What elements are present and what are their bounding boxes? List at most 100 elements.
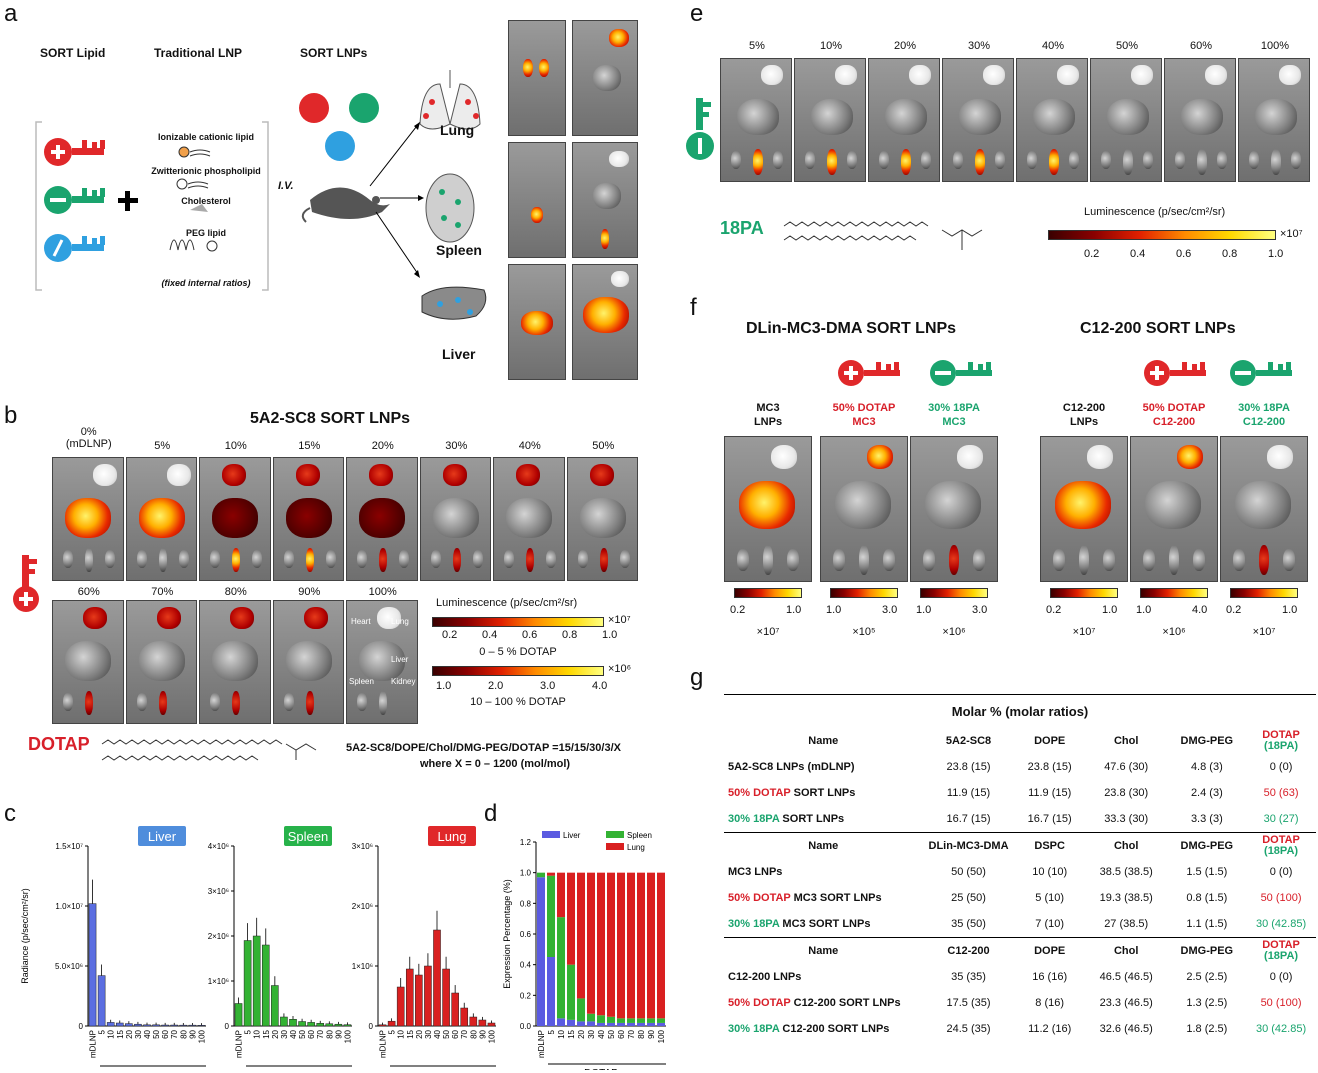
row-name: 30% 18PA C12-200 SORT LNPs xyxy=(724,1016,923,1042)
colorbar-max: 3.0 xyxy=(882,604,898,616)
spleen-blob xyxy=(232,548,240,572)
lung-blob xyxy=(1087,445,1113,469)
bar xyxy=(88,903,97,1027)
x-tick-label: 50 xyxy=(442,1029,451,1038)
organs-image-liver xyxy=(572,264,638,380)
stacked-bar-segment xyxy=(587,1021,595,1026)
concentration-label: 80% xyxy=(224,586,247,598)
organ-image-tile xyxy=(1164,58,1236,182)
concentration-label: 50% xyxy=(1115,40,1139,52)
lung-blob xyxy=(222,464,246,486)
x-tick-label: 10 xyxy=(107,1029,116,1038)
panel-f-title-right: C12-200 SORT LNPs xyxy=(1080,320,1236,337)
bar xyxy=(469,1016,478,1027)
liver-blob xyxy=(1107,99,1149,135)
x-tick-label: 10 xyxy=(253,1029,262,1038)
kidney-blob xyxy=(805,151,815,169)
table-cell: 0 (0) xyxy=(1269,866,1293,878)
table-cell: 2.5 (2.5) xyxy=(1186,971,1228,983)
header-cell-dotap: DOTAP (18PA) xyxy=(1246,832,1316,859)
organ-image-tile xyxy=(272,457,344,581)
lung-blob xyxy=(1267,445,1293,469)
lung-blob xyxy=(771,445,797,469)
lung-blob xyxy=(761,65,783,85)
lung-blob xyxy=(369,464,393,486)
scale-tick: 3.0 xyxy=(540,680,556,692)
condition-label-line2: LNPs xyxy=(753,416,783,428)
stacked-bar-segment xyxy=(577,1021,585,1026)
table-cell: 7 (10) xyxy=(1035,918,1065,930)
stacked-bar-segment xyxy=(617,872,625,1019)
kidney-blob xyxy=(210,693,220,711)
anionic-key-icon xyxy=(44,186,105,214)
table-row: 30% 18PA MC3 SORT LNPs 35 (50) 7 (10) 27 (3… xyxy=(724,911,1316,938)
x-tick-label: 20 xyxy=(415,1029,424,1038)
spleen-blob xyxy=(1259,545,1269,575)
traditional-lnp-heading: Traditional LNP xyxy=(154,46,243,60)
stacked-bar-segment xyxy=(607,872,615,1017)
liver-blob xyxy=(285,641,332,681)
kidney-blob xyxy=(1233,549,1245,571)
organ-name-label: Spleen xyxy=(349,677,374,686)
row-name-rest: SORT LNPs xyxy=(790,787,856,799)
x-axis-title: DOTAP xyxy=(584,1068,618,1070)
organ-image-tile xyxy=(820,436,908,582)
table-cell: 35 (35) xyxy=(951,971,986,983)
x-tick-label: 50 xyxy=(152,1029,161,1038)
stacked-bar-segment xyxy=(577,998,585,1022)
spleen-blob xyxy=(305,548,314,572)
stacked-bar-segment xyxy=(637,1018,645,1023)
lung-blob xyxy=(1057,65,1079,85)
header-cell: DMG-PEG xyxy=(1180,735,1234,747)
zwitterionic-key-icon xyxy=(44,234,105,262)
x-tick-label: 80 xyxy=(469,1029,478,1038)
stacked-bar-segment xyxy=(657,1022,665,1026)
table-row: MC3 LNPs 50 (50) 10 (10) 38.5 (38.5) 1.5 (1.… xyxy=(724,859,1316,885)
kidney-blob xyxy=(921,151,931,169)
spleen-blob xyxy=(1123,149,1133,175)
kidney-blob xyxy=(136,693,147,711)
organ-name-label: Heart xyxy=(351,617,371,626)
row-name-colored: 30% 18PA xyxy=(728,1023,780,1035)
kidney-blob xyxy=(504,550,514,568)
x-tick-label: 90 xyxy=(334,1029,343,1038)
legend-swatch xyxy=(606,831,624,838)
kidney-blob xyxy=(1283,549,1295,571)
panel-b-title: 5A2-SC8 SORT LNPs xyxy=(250,410,411,427)
y-tick-label: 3×10⁶ xyxy=(208,887,229,896)
spleen-blob xyxy=(1197,149,1207,175)
formula-line-1: 5A2-SC8/DOPE/Chol/DMG-PEG/DOTAP =15/15/3… xyxy=(346,742,621,754)
condition-label-line2: MC3 xyxy=(852,416,876,428)
legend-swatch xyxy=(542,831,560,838)
18pa-label: 18PA xyxy=(720,218,764,238)
liver-blob xyxy=(359,498,405,538)
x-tick-label: 70 xyxy=(460,1029,469,1038)
bar xyxy=(271,985,279,1027)
molar-table: Name 5A2-SC8 DOPE Chol DMG-PEG DOTAP (18PA) 5A2… xyxy=(724,728,1316,1042)
spleen-blob xyxy=(305,691,314,715)
spleen-blob xyxy=(753,149,763,175)
liver-blob xyxy=(925,481,981,529)
stacked-bar-segment xyxy=(657,872,665,1019)
panel-e-letter: e xyxy=(690,0,704,27)
component-zwitterionic: Zwitterionic phospholipid xyxy=(151,166,261,176)
kidney-blob xyxy=(787,549,799,571)
header-cell: DSPC xyxy=(1014,832,1085,859)
cationic-key-icon-f1 xyxy=(838,360,900,386)
lung-blob xyxy=(1205,65,1227,85)
y-tick-label: 0.6 xyxy=(520,930,532,939)
organ-image-tile xyxy=(1238,58,1310,182)
concentration-label: 90% xyxy=(298,586,321,598)
kidney-blob xyxy=(1027,151,1037,169)
liver-blob xyxy=(835,481,891,529)
dotap-label: DOTAP xyxy=(28,734,90,754)
header-cell: DLin-MC3-DMA xyxy=(922,832,1015,859)
table-cell: 0 (0) xyxy=(1269,971,1293,983)
table-cell: 50 (63) xyxy=(1263,787,1299,799)
table-cell: 19.3 (38.5) xyxy=(1099,892,1153,904)
x-tick-label: 15 xyxy=(262,1029,271,1038)
spleen-blob xyxy=(1049,149,1059,175)
sort-lipid-heading: SORT Lipid xyxy=(40,46,106,60)
panel-b-row2-images: Heart Lung Liver Spleen Kidney xyxy=(52,600,420,724)
table-cell: 35 (50) xyxy=(951,918,986,930)
